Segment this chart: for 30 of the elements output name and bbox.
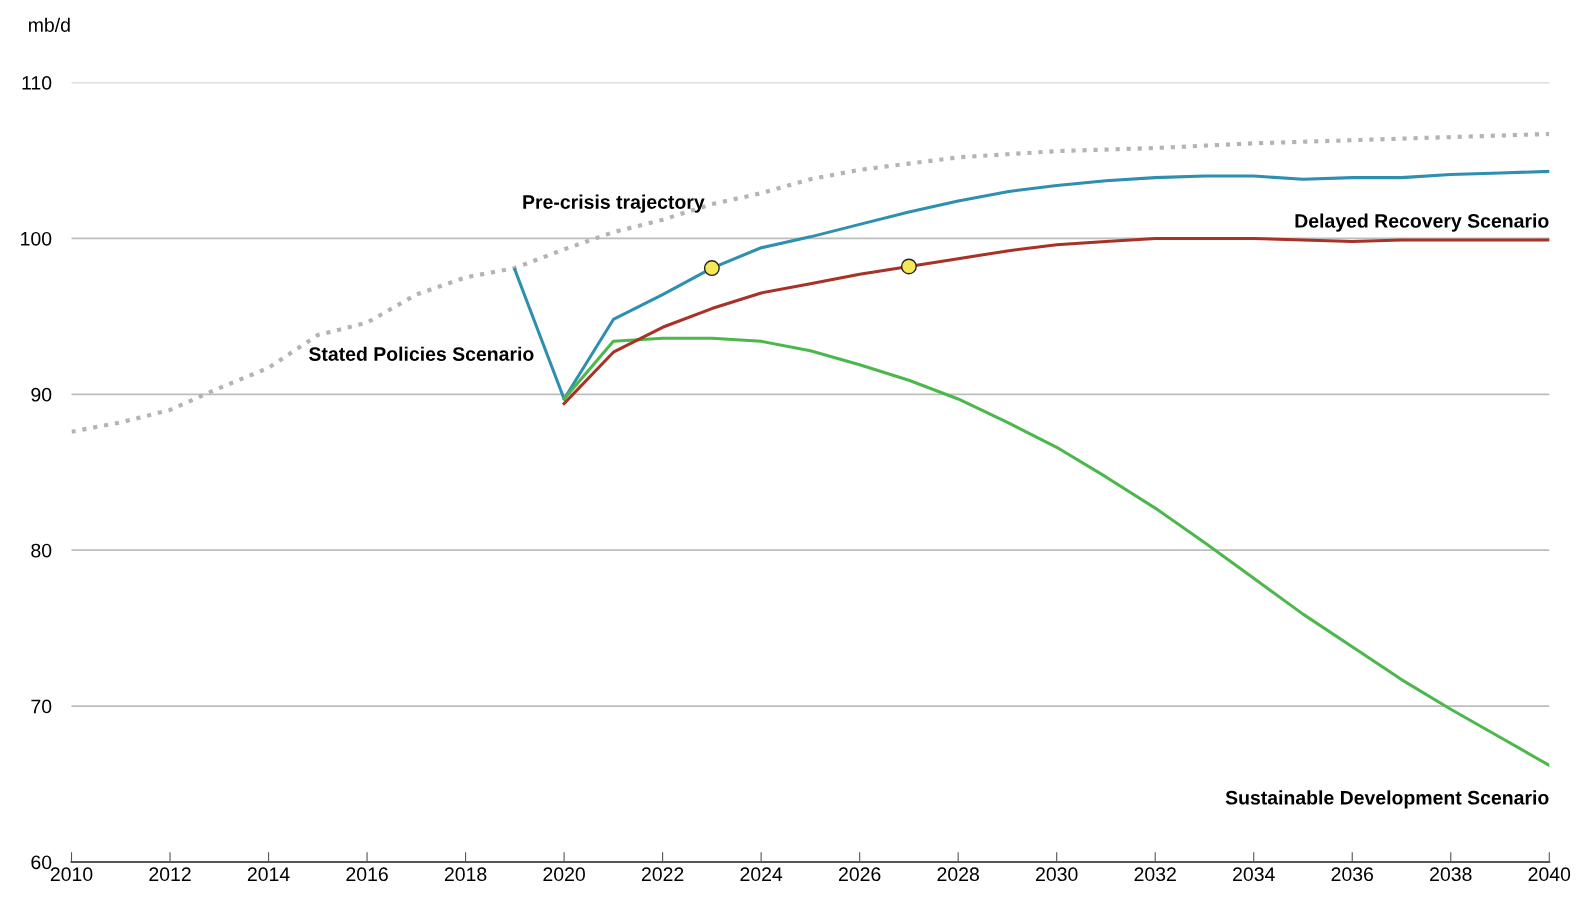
series-label: Pre-crisis trajectory: [523, 194, 705, 213]
x-tick-label: 2016: [346, 867, 388, 882]
y-tick-label: 80: [31, 543, 52, 558]
x-tick-label: 2014: [247, 867, 290, 882]
x-tick-label: 2024: [740, 867, 783, 882]
line-series: [562, 336, 1550, 767]
y-tick-label: 100: [21, 231, 52, 246]
x-tick-label: 2018: [444, 867, 487, 882]
x-tick-label: 2036: [1331, 867, 1374, 882]
series-label: Delayed Recovery Scenario: [1295, 213, 1549, 232]
series-label: Sustainable Development Scenario: [1225, 790, 1549, 809]
x-tick-label: 2032: [1134, 867, 1176, 882]
x-tick-label: 2022: [641, 867, 684, 882]
x-tick-label: 2010: [50, 867, 93, 882]
x-tick-label: 2030: [1036, 867, 1078, 882]
series-label: Stated Policies Scenario: [308, 346, 534, 361]
x-tick-label: 2012: [149, 867, 191, 882]
x-tick-label: 2028: [937, 867, 979, 882]
y-tick-label: 60: [31, 855, 52, 870]
x-tick-label: 2020: [543, 867, 585, 882]
x-tick-label: 2034: [1233, 867, 1275, 882]
y-axis-title: mb/d: [29, 17, 70, 32]
x-tick-label: 2040: [1528, 867, 1571, 882]
line-series: [71, 131, 1550, 434]
y-tick-label: 70: [31, 699, 52, 714]
x-tick-label: 2038: [1430, 867, 1472, 882]
y-tick-label: 90: [31, 387, 52, 402]
x-tick-label: 2026: [839, 867, 881, 882]
line-series: [562, 236, 1550, 406]
y-tick-label: 110: [22, 76, 52, 90]
